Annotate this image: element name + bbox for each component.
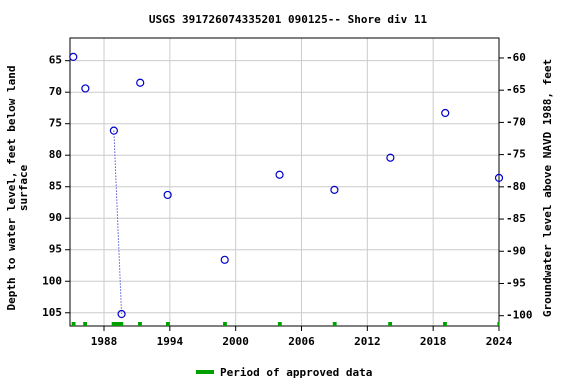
approved-period [332, 322, 337, 326]
y-tick-label: 100 [42, 274, 62, 287]
approved-period [388, 322, 393, 326]
data-line [113, 130, 123, 315]
data-point [494, 173, 504, 183]
y2-tick-label: -65 [506, 83, 526, 96]
y-tick-label: 105 [42, 306, 62, 319]
data-point [330, 185, 339, 194]
data-point [109, 126, 118, 135]
y2-tick-label: -60 [506, 51, 526, 64]
y2-axis-label: Groundwater level above NAVD 1988, feet [541, 59, 554, 317]
approved-period [497, 322, 500, 326]
x-tick-label: 2012 [354, 335, 381, 348]
approved-period [443, 322, 447, 326]
x-tick-label: 1994 [157, 335, 184, 348]
data-point [163, 190, 172, 200]
data-point [220, 255, 229, 264]
plot-frame [69, 37, 500, 327]
y-tick-label: 90 [49, 211, 62, 224]
data-point [69, 52, 78, 62]
data-point [275, 170, 284, 179]
y2-tick-label: -80 [506, 180, 526, 193]
data-point [441, 108, 450, 118]
y-tick-label: 70 [49, 85, 62, 98]
y-axis-label: surface [17, 164, 30, 211]
data-point [81, 84, 90, 93]
x-tick-label: 1988 [91, 335, 118, 348]
approved-period [83, 322, 88, 326]
data-point [386, 153, 395, 162]
legend-label: Period of approved data [220, 366, 372, 379]
y-tick-label: 75 [49, 117, 62, 130]
y-tick-label: 85 [49, 180, 62, 193]
approved-period [223, 322, 227, 326]
y-axis-label: Depth to water level, feet below land [5, 65, 18, 310]
data-point [117, 309, 126, 319]
x-tick-label: 2006 [288, 335, 315, 348]
approved-period [71, 322, 76, 326]
y2-tick-label: -70 [506, 115, 526, 128]
y2-tick-label: -90 [506, 244, 526, 257]
approved-period [111, 322, 124, 326]
y-tick-label: 80 [49, 148, 62, 161]
x-tick-label: 2000 [222, 335, 249, 348]
y-tick-label: 65 [49, 54, 62, 67]
approved-period [277, 322, 282, 326]
chart-title: USGS 391726074335201 090125-- Shore div … [149, 13, 428, 26]
x-tick-label: 2024 [486, 335, 513, 348]
y2-tick-label: -75 [506, 148, 526, 161]
data-point [136, 78, 145, 87]
y-tick-label: 95 [49, 243, 62, 256]
y2-tick-label: -95 [506, 276, 526, 289]
y2-tick-label: -100 [506, 309, 533, 322]
x-tick-label: 2018 [420, 335, 447, 348]
approved-period [166, 322, 170, 326]
approved-period [138, 322, 142, 326]
y2-tick-label: -85 [506, 212, 526, 225]
